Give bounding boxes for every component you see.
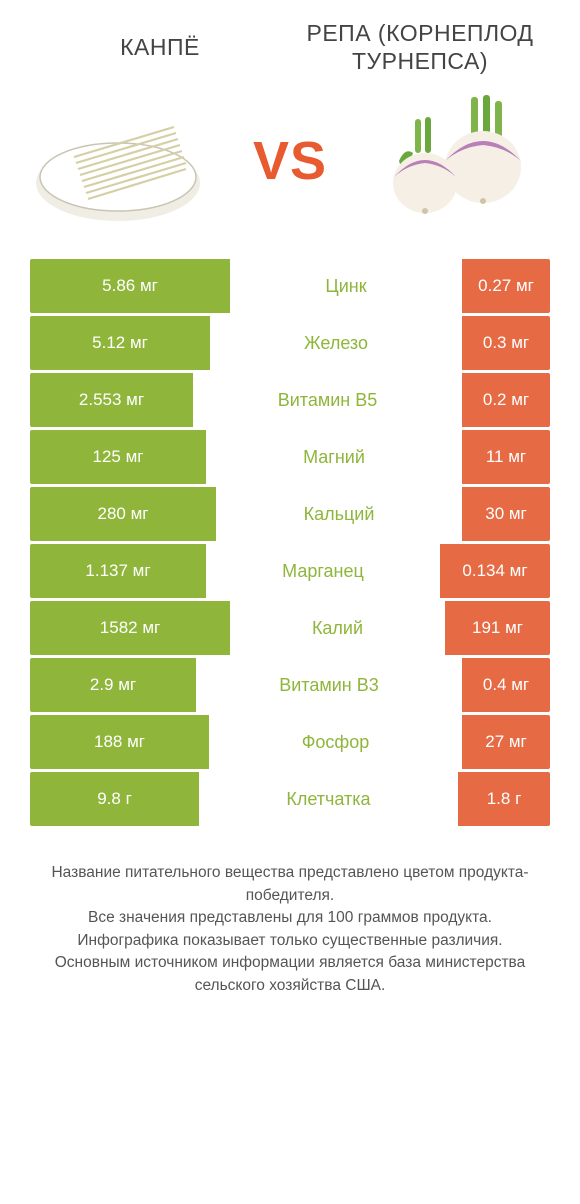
right-value: 0.4 мг (462, 658, 550, 712)
right-value: 191 мг (445, 601, 550, 655)
right-value: 27 мг (462, 715, 550, 769)
nutrient-label: Марганец (206, 544, 440, 598)
nutrient-label: Витамин B3 (196, 658, 462, 712)
vs-label: VS (253, 130, 327, 192)
images-row: VS (30, 91, 550, 231)
table-row: 1.137 мгМарганец0.134 мг (30, 544, 550, 598)
table-row: 125 мгМагний11 мг (30, 430, 550, 484)
table-row: 5.12 мгЖелезо0.3 мг (30, 316, 550, 370)
comparison-table: 5.86 мгЦинк0.27 мг5.12 мгЖелезо0.3 мг2.5… (30, 259, 550, 826)
nutrient-label: Магний (206, 430, 462, 484)
left-value: 125 мг (30, 430, 206, 484)
right-product-title: РЕПА (КОРНЕПЛОД ТУРНЕПСА) (298, 20, 543, 75)
right-value: 0.3 мг (462, 316, 550, 370)
left-value: 1.137 мг (30, 544, 206, 598)
right-product-image (355, 91, 550, 231)
nutrient-label: Калий (230, 601, 445, 655)
table-row: 5.86 мгЦинк0.27 мг (30, 259, 550, 313)
header-row: КАНПЁ РЕПА (КОРНЕПЛОД ТУРНЕПСА) (30, 20, 550, 75)
left-product-image (30, 91, 225, 231)
nutrient-label: Кальций (216, 487, 462, 541)
right-value: 30 мг (462, 487, 550, 541)
nutrient-label: Цинк (230, 259, 462, 313)
right-value: 0.134 мг (440, 544, 550, 598)
table-row: 9.8 гКлетчатка1.8 г (30, 772, 550, 826)
left-product-title: КАНПЁ (38, 34, 283, 62)
left-value: 1582 мг (30, 601, 230, 655)
left-value: 188 мг (30, 715, 209, 769)
table-row: 1582 мгКалий191 мг (30, 601, 550, 655)
nutrient-label: Железо (210, 316, 462, 370)
table-row: 2.553 мгВитамин B50.2 мг (30, 373, 550, 427)
footer-note: Название питательного вещества представл… (30, 862, 550, 997)
left-value: 280 мг (30, 487, 216, 541)
right-value: 11 мг (462, 430, 550, 484)
left-value: 5.86 мг (30, 259, 230, 313)
nutrient-label: Фосфор (209, 715, 462, 769)
nutrient-label: Витамин B5 (193, 373, 462, 427)
nutrient-label: Клетчатка (199, 772, 458, 826)
right-value: 0.27 мг (462, 259, 550, 313)
left-value: 5.12 мг (30, 316, 210, 370)
right-value: 0.2 мг (462, 373, 550, 427)
left-value: 2.553 мг (30, 373, 193, 427)
left-value: 9.8 г (30, 772, 199, 826)
table-row: 188 мгФосфор27 мг (30, 715, 550, 769)
table-row: 2.9 мгВитамин B30.4 мг (30, 658, 550, 712)
table-row: 280 мгКальций30 мг (30, 487, 550, 541)
left-value: 2.9 мг (30, 658, 196, 712)
right-value: 1.8 г (458, 772, 550, 826)
